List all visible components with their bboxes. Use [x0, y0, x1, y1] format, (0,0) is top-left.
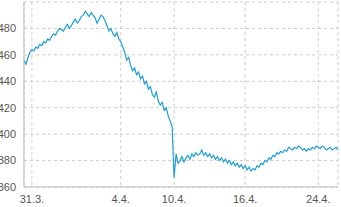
svg-text:420: 420 — [8, 102, 16, 114]
svg-text:10.4.: 10.4. — [162, 193, 186, 205]
svg-text:380: 380 — [8, 154, 16, 166]
svg-text:4.4.: 4.4. — [112, 193, 130, 205]
svg-text:31.3.: 31.3. — [20, 193, 44, 205]
svg-text:360: 360 — [8, 181, 16, 193]
svg-text:24.4.: 24.4. — [306, 193, 330, 205]
svg-text:440: 440 — [8, 75, 16, 87]
svg-text:400: 400 — [8, 128, 16, 140]
svg-text:16.4.: 16.4. — [233, 193, 257, 205]
svg-text:480: 480 — [8, 22, 16, 34]
svg-text:460: 460 — [8, 49, 16, 61]
